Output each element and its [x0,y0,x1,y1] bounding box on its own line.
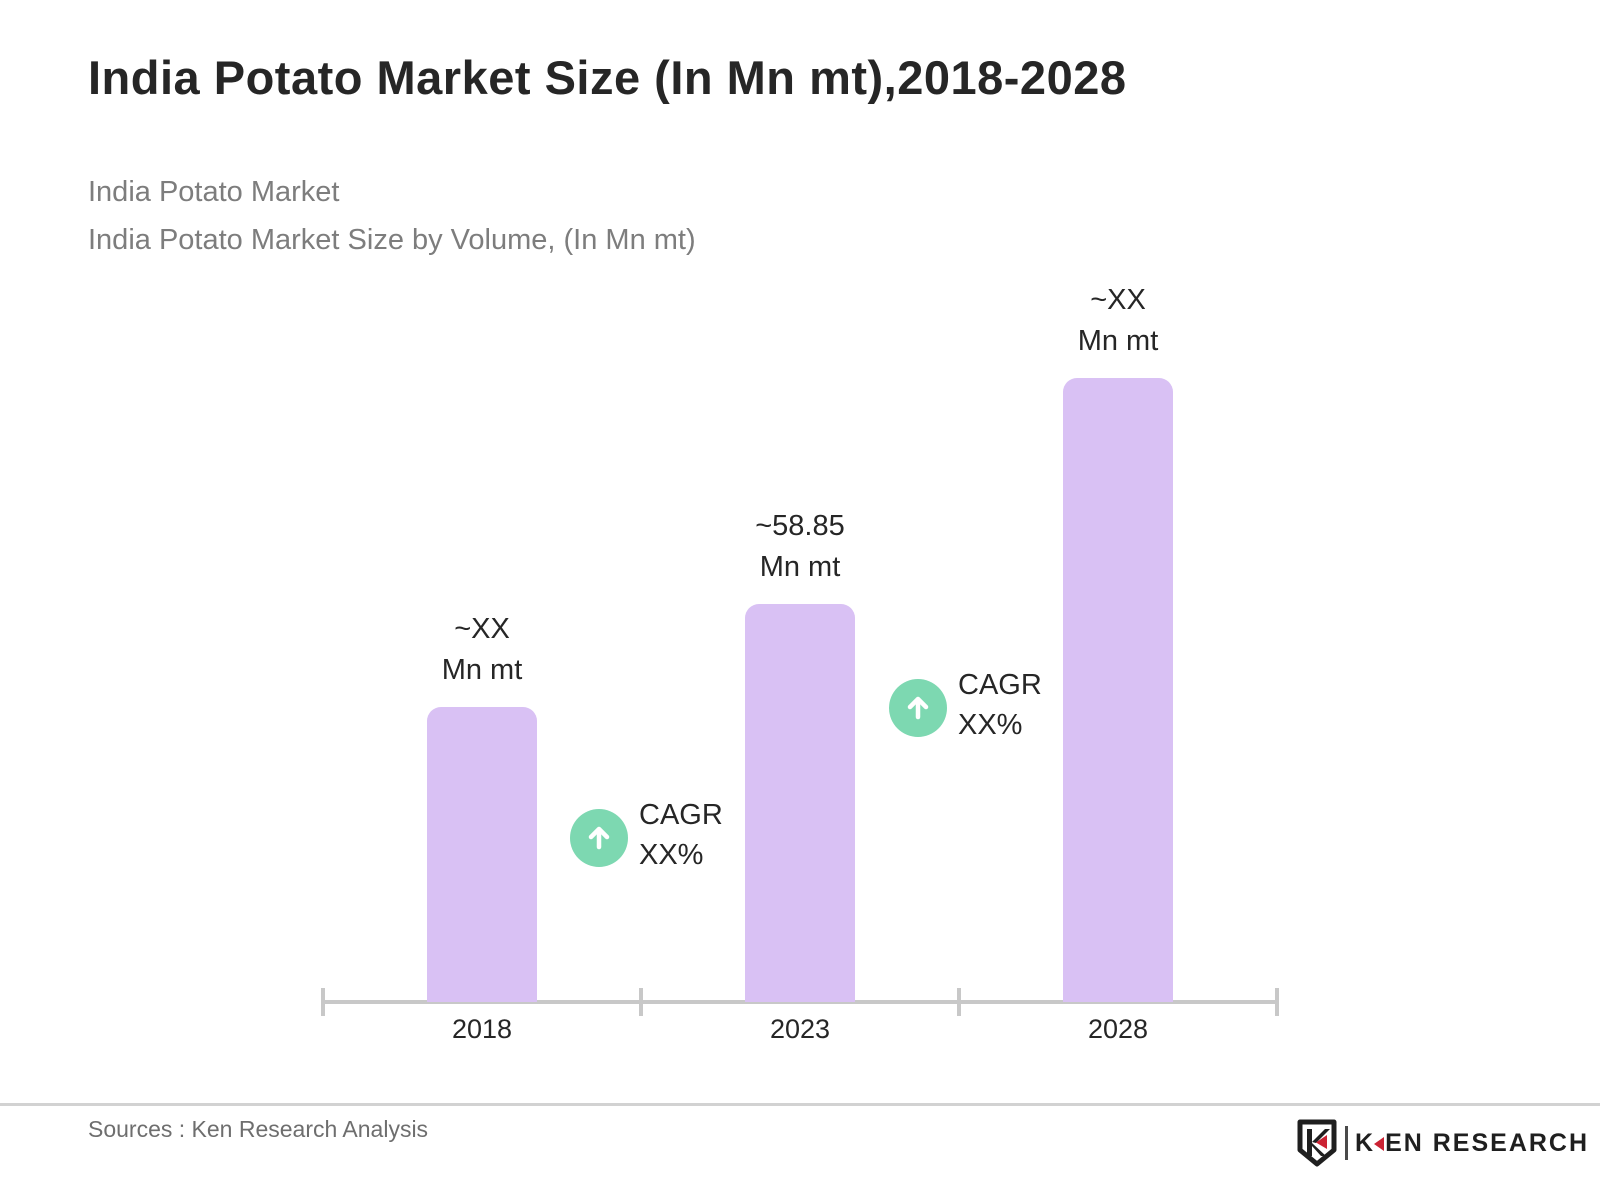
x-axis-line [321,1000,1279,1004]
wordmark-k: K [1355,1128,1376,1157]
cagr-arrow-up-circle-icon [570,809,628,867]
k-shield-icon [1297,1119,1337,1167]
source-note: Sources : Ken Research Analysis [88,1116,429,1142]
x-axis-tick [957,988,961,1016]
x-tick-label-2023: 2023 [769,1014,831,1044]
subtitle-line-2: India Potato Market Size by Volume, (In … [88,224,696,256]
bar-value-label-2028: ~XX Mn mt [968,280,1268,362]
cagr-arrow-up-circle-icon [889,679,947,737]
x-axis-tick [1275,988,1279,1016]
bar-value-label-line: Mn mt [759,551,841,583]
cagr-label-line: XX% [958,709,1023,741]
x-axis-tick [321,988,325,1016]
bar-value-label-line: ~XX [1090,284,1146,316]
logo-divider [1345,1126,1348,1160]
bar-value-label-line: Mn mt [1077,325,1159,357]
bar-value-label-line: ~58.85 [755,510,845,542]
bar-2023 [745,604,855,1002]
chart-subtitle: India Potato Market India Potato Market … [88,168,696,264]
bar-2018 [427,707,537,1002]
footer-divider [0,1103,1600,1106]
x-tick-label-2028: 2028 [1087,1014,1149,1044]
chart-title: India Potato Market Size (In Mn mt),2018… [88,51,1127,104]
cagr-label-line: XX% [639,839,704,871]
bar-value-label-line: ~XX [454,613,510,645]
red-triangle-icon [1374,1137,1385,1151]
cagr-label: CAGR XX% [958,665,1042,745]
x-tick-label-2018: 2018 [451,1014,513,1044]
ken-research-logo: K EN RESEARCH [1296,1118,1589,1168]
x-axis-tick [639,988,643,1016]
bar-value-label-2023: ~58.85 Mn mt [650,506,950,588]
subtitle-line-1: India Potato Market [88,176,340,208]
logo-wordmark: K EN RESEARCH [1355,1129,1589,1158]
wordmark-rest: EN RESEARCH [1385,1128,1590,1157]
bar-value-label-2018: ~XX Mn mt [332,609,632,691]
bar-2028 [1063,378,1173,1002]
cagr-label-line: CAGR [958,669,1042,701]
cagr-label-line: CAGR [639,799,723,831]
cagr-label: CAGR XX% [639,795,723,875]
bar-value-label-line: Mn mt [441,654,523,686]
